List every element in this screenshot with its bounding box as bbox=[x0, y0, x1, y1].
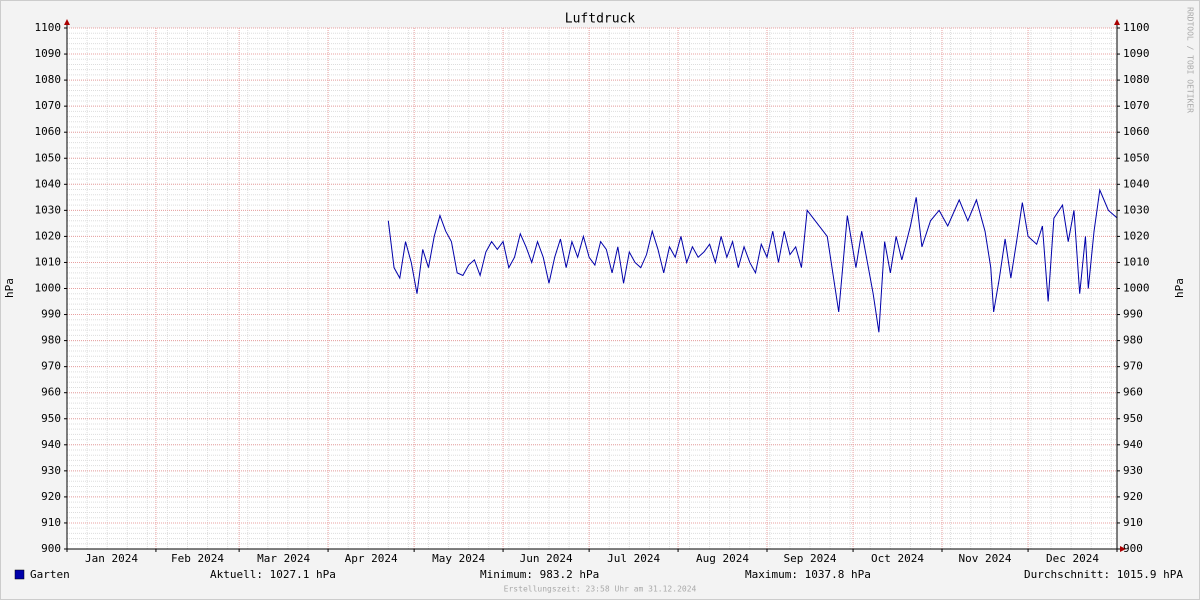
y2-tick-label: 940 bbox=[1123, 438, 1143, 451]
y-tick-label: 1070 bbox=[35, 99, 62, 112]
x-tick-label: Mar 2024 bbox=[257, 552, 310, 565]
x-tick-label: Jul 2024 bbox=[607, 552, 660, 565]
y2-tick-label: 1010 bbox=[1123, 255, 1150, 268]
y-tick-label: 970 bbox=[41, 360, 61, 373]
y-tick-label: 960 bbox=[41, 386, 61, 399]
y-tick-label: 1080 bbox=[35, 73, 62, 86]
y2-tick-label: 1030 bbox=[1123, 203, 1150, 216]
legend-swatch bbox=[14, 569, 25, 580]
stat-average: Durchschnitt: 1015.9 hPA bbox=[1024, 568, 1183, 581]
y-tick-label: 980 bbox=[41, 334, 61, 347]
y-tick-label: 1050 bbox=[35, 151, 62, 164]
y-tick-label: 920 bbox=[41, 490, 61, 503]
stat-min: Minimum: 983.2 hPa bbox=[480, 568, 599, 581]
x-tick-label: Dec 2024 bbox=[1046, 552, 1099, 565]
footer: Erstellungszeit: 23:58 Uhr am 31.12.2024 bbox=[504, 585, 697, 594]
y2-tick-label: 900 bbox=[1123, 542, 1143, 555]
y-tick-label: 930 bbox=[41, 464, 61, 477]
y2-tick-label: 980 bbox=[1123, 334, 1143, 347]
y2-tick-label: 910 bbox=[1123, 516, 1143, 529]
y2-tick-label: 1060 bbox=[1123, 125, 1150, 138]
y-tick-label: 1030 bbox=[35, 203, 62, 216]
x-tick-label: Jun 2024 bbox=[520, 552, 573, 565]
x-tick-label: Apr 2024 bbox=[345, 552, 398, 565]
y-tick-label: 990 bbox=[41, 308, 61, 321]
y2-tick-label: 1000 bbox=[1123, 282, 1150, 295]
watermark: RRDTOOL / TOBI OETIKER bbox=[1186, 7, 1195, 113]
y-tick-label: 1060 bbox=[35, 125, 62, 138]
x-tick-label: Sep 2024 bbox=[784, 552, 837, 565]
y2-tick-label: 1040 bbox=[1123, 177, 1150, 190]
y2-tick-label: 1100 bbox=[1123, 21, 1150, 34]
data-line bbox=[387, 188, 1118, 333]
y-tick-label: 1090 bbox=[35, 47, 62, 60]
y2-tick-label: 920 bbox=[1123, 490, 1143, 503]
y2-tick-label: 930 bbox=[1123, 464, 1143, 477]
x-tick-label: Jan 2024 bbox=[85, 552, 138, 565]
y2-tick-label: 1090 bbox=[1123, 47, 1150, 60]
x-tick-label: May 2024 bbox=[432, 552, 485, 565]
x-tick-label: Feb 2024 bbox=[171, 552, 224, 565]
y-tick-label: 910 bbox=[41, 516, 61, 529]
stat-max: Maximum: 1037.8 hPa bbox=[745, 568, 871, 581]
legend-entry: Garten bbox=[30, 568, 70, 581]
stat-current: Aktuell: 1027.1 hPa bbox=[210, 568, 336, 581]
y2-tick-label: 1050 bbox=[1123, 151, 1150, 164]
y2-tick-label: 1070 bbox=[1123, 99, 1150, 112]
chart-title: Luftdruck bbox=[565, 12, 636, 27]
y-tick-label: 950 bbox=[41, 412, 61, 425]
y2-tick-label: 1080 bbox=[1123, 73, 1150, 86]
x-tick-label: Aug 2024 bbox=[696, 552, 749, 565]
y-tick-label: 1010 bbox=[35, 255, 62, 268]
marks bbox=[387, 188, 1118, 333]
y-tick-label: 1020 bbox=[35, 229, 62, 242]
y-axis-label: hPa bbox=[3, 278, 16, 298]
y2-tick-label: 950 bbox=[1123, 412, 1143, 425]
x-tick-label: Oct 2024 bbox=[871, 552, 924, 565]
y-tick-label: 1040 bbox=[35, 177, 62, 190]
y-tick-label: 1000 bbox=[35, 282, 62, 295]
y2-axis-label: hPa bbox=[1173, 278, 1186, 298]
y-tick-label: 940 bbox=[41, 438, 61, 451]
y2-tick-label: 960 bbox=[1123, 386, 1143, 399]
x-tick-label: Nov 2024 bbox=[959, 552, 1012, 565]
grid bbox=[66, 27, 1118, 550]
y2-tick-label: 990 bbox=[1123, 308, 1143, 321]
y-tick-label: 1100 bbox=[35, 21, 62, 34]
y2-tick-label: 1020 bbox=[1123, 229, 1150, 242]
y2-tick-label: 970 bbox=[1123, 360, 1143, 373]
y-tick-label: 900 bbox=[41, 542, 61, 555]
